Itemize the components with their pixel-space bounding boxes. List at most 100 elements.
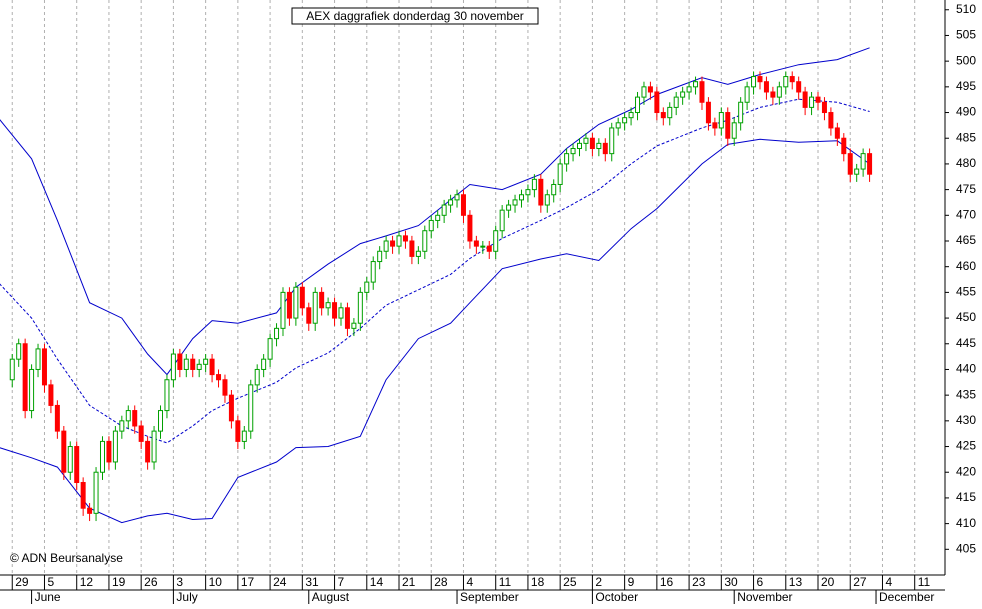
y-tick-label: 475 — [956, 182, 976, 196]
candle-body — [325, 302, 331, 309]
candle-body — [415, 250, 421, 257]
candle-body — [647, 86, 653, 93]
candle-body — [531, 178, 537, 191]
candle-body — [699, 81, 705, 103]
candle-body — [351, 322, 357, 329]
candle-body — [106, 440, 112, 463]
candle-body — [763, 81, 769, 93]
x-tick-label: 23 — [692, 575, 706, 589]
x-tick-label: 12 — [80, 575, 94, 589]
x-tick-label: 24 — [273, 575, 287, 589]
candle-body — [409, 240, 415, 257]
x-tick-label: 27 — [853, 575, 867, 589]
candle-body — [357, 291, 363, 324]
month-label: December — [879, 590, 934, 604]
candle-body — [544, 194, 550, 206]
candle-body — [654, 91, 660, 114]
y-tick-label: 495 — [956, 79, 976, 93]
candle-body — [635, 96, 641, 114]
candle-body — [802, 91, 808, 108]
candle-body — [402, 235, 408, 242]
upper-band — [0, 47, 870, 376]
candle-body — [286, 291, 292, 319]
candle-body — [151, 430, 157, 463]
x-tick-label: 29 — [15, 575, 29, 589]
candle-body — [596, 142, 602, 150]
y-tick-label: 410 — [956, 516, 976, 530]
candle-body — [448, 199, 454, 206]
candle-body — [138, 425, 144, 442]
candle-body — [248, 384, 254, 432]
candle-body — [460, 194, 466, 216]
x-tick-label: 13 — [789, 575, 803, 589]
x-tick-label: 4 — [466, 575, 473, 589]
month-label: September — [460, 590, 519, 604]
candle-body — [267, 338, 273, 360]
candle-body — [673, 96, 679, 108]
candle-body — [506, 204, 512, 211]
candle-body — [428, 219, 434, 232]
candle-body — [783, 76, 789, 88]
candle-body — [467, 214, 473, 242]
y-tick-label: 445 — [956, 336, 976, 350]
candle-body — [383, 240, 389, 252]
candle-body — [48, 384, 54, 406]
candle-body — [16, 343, 22, 360]
y-tick-label: 490 — [956, 105, 976, 119]
y-tick-label: 415 — [956, 490, 976, 504]
candle-body — [628, 112, 634, 119]
x-tick-label: 21 — [402, 575, 416, 589]
x-tick-label: 9 — [628, 575, 635, 589]
x-tick-label: 16 — [660, 575, 674, 589]
candle-body — [35, 348, 41, 370]
candle-body — [751, 76, 757, 88]
y-tick-label: 435 — [956, 387, 976, 401]
candle-body — [841, 137, 847, 155]
candle-body — [551, 183, 557, 196]
candle-body — [370, 261, 376, 283]
x-tick-label: 20 — [821, 575, 835, 589]
candle-body — [112, 430, 118, 463]
candle-body — [119, 420, 125, 432]
candle-body — [615, 122, 621, 129]
y-tick-label: 430 — [956, 413, 976, 427]
candle-body — [93, 471, 99, 514]
candle-body — [338, 307, 344, 319]
candle-body — [209, 358, 215, 376]
x-tick-label: 6 — [757, 575, 764, 589]
candle-body — [770, 91, 776, 98]
candle-body — [693, 81, 699, 88]
candle-body — [589, 137, 595, 150]
candle-body — [738, 101, 744, 124]
plot-area — [0, 47, 873, 524]
candle-body — [254, 368, 260, 386]
candle-body — [228, 394, 234, 422]
candle-body — [796, 81, 802, 93]
candle-body — [222, 379, 228, 396]
candle-body — [622, 117, 628, 124]
candle-body — [306, 307, 312, 324]
month-label: June — [35, 590, 61, 604]
candle-body — [170, 353, 176, 381]
candle-body — [570, 148, 576, 155]
candle-body — [22, 343, 28, 412]
candle-body — [158, 410, 164, 432]
candle-body — [390, 240, 396, 247]
x-tick-label: 11 — [499, 575, 512, 589]
candle-body — [203, 358, 209, 365]
candle-body — [299, 286, 305, 309]
x-tick-label: 25 — [563, 575, 577, 589]
candle-body — [705, 101, 711, 124]
x-tick-label: 18 — [531, 575, 545, 589]
y-tick-label: 455 — [956, 285, 976, 299]
candle-body — [241, 430, 247, 442]
candle-body — [177, 353, 183, 370]
candle-body — [757, 76, 763, 83]
lower-band — [0, 138, 870, 524]
candle-body — [667, 106, 673, 119]
y-tick-label: 485 — [956, 130, 976, 144]
candle-body — [99, 440, 105, 473]
candle-body — [660, 112, 666, 119]
